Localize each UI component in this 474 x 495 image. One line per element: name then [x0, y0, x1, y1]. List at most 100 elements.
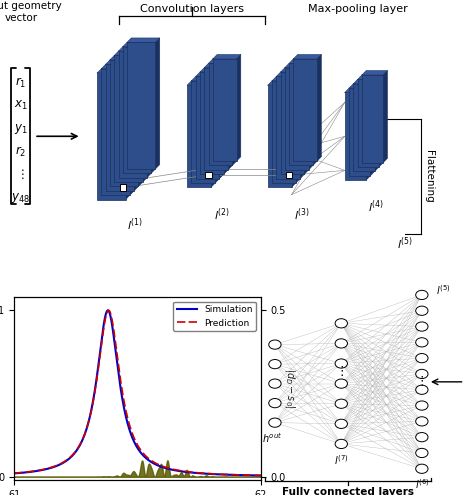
Prediction	[258, 472, 264, 478]
Prediction	[131, 435, 137, 441]
Circle shape	[416, 291, 428, 299]
Circle shape	[416, 401, 428, 410]
Polygon shape	[366, 88, 371, 180]
Circle shape	[416, 385, 428, 395]
Polygon shape	[285, 63, 313, 68]
Polygon shape	[224, 68, 228, 174]
Simulation	[24, 469, 30, 475]
Simulation	[131, 439, 137, 445]
Simulation	[258, 473, 264, 479]
Simulation	[105, 307, 111, 313]
Simulation	[206, 471, 211, 477]
Polygon shape	[187, 81, 215, 85]
Polygon shape	[285, 68, 309, 170]
Circle shape	[335, 399, 347, 408]
Polygon shape	[204, 68, 228, 170]
Prediction	[11, 470, 17, 476]
Polygon shape	[127, 38, 160, 43]
Circle shape	[269, 340, 281, 349]
Circle shape	[269, 359, 281, 369]
Polygon shape	[362, 71, 388, 75]
Prediction	[251, 472, 256, 478]
Polygon shape	[379, 75, 383, 167]
Y-axis label: $|d_D-s_0|$: $|d_D-s_0|$	[283, 368, 297, 409]
Circle shape	[416, 464, 428, 473]
Polygon shape	[130, 64, 134, 195]
Text: Input geometry
vector: Input geometry vector	[0, 1, 62, 23]
Polygon shape	[134, 60, 138, 191]
Polygon shape	[292, 81, 296, 188]
Prediction	[206, 471, 211, 477]
Bar	[120, 184, 126, 191]
Polygon shape	[353, 79, 379, 84]
Polygon shape	[358, 79, 379, 167]
Bar	[286, 172, 292, 178]
Polygon shape	[151, 43, 155, 173]
Polygon shape	[349, 84, 374, 88]
Polygon shape	[204, 63, 232, 68]
Polygon shape	[123, 43, 155, 47]
Polygon shape	[126, 69, 130, 199]
Text: $l^{(1)}$: $l^{(1)}$	[127, 217, 143, 233]
Simulation	[251, 472, 256, 478]
Polygon shape	[281, 72, 304, 174]
Polygon shape	[281, 68, 309, 72]
Polygon shape	[276, 72, 304, 76]
Circle shape	[335, 419, 347, 429]
Polygon shape	[101, 64, 134, 69]
Polygon shape	[383, 71, 388, 162]
Polygon shape	[353, 84, 374, 171]
Polygon shape	[101, 69, 130, 195]
Polygon shape	[196, 72, 224, 76]
Polygon shape	[138, 55, 143, 187]
Circle shape	[335, 319, 347, 328]
Text: $y_1$: $y_1$	[14, 122, 27, 136]
Polygon shape	[118, 47, 151, 51]
Polygon shape	[187, 85, 211, 188]
Polygon shape	[213, 59, 237, 161]
Text: $l^{(5)}$: $l^{(5)}$	[397, 235, 413, 251]
Text: $r_2$: $r_2$	[15, 145, 26, 159]
Polygon shape	[317, 54, 321, 161]
Polygon shape	[114, 51, 147, 55]
Polygon shape	[237, 54, 241, 161]
Text: Max-pooling layer: Max-pooling layer	[308, 4, 408, 14]
Polygon shape	[97, 69, 130, 73]
Text: ⋮: ⋮	[335, 365, 347, 378]
Line: Simulation: Simulation	[14, 310, 261, 476]
Polygon shape	[209, 63, 232, 165]
Polygon shape	[97, 73, 126, 199]
Bar	[206, 172, 211, 178]
Polygon shape	[309, 63, 313, 170]
Simulation	[125, 421, 130, 427]
Polygon shape	[209, 59, 237, 63]
Polygon shape	[147, 47, 151, 178]
Polygon shape	[345, 93, 366, 180]
Polygon shape	[374, 79, 379, 171]
Polygon shape	[293, 54, 321, 59]
Text: $\vdots$: $\vdots$	[16, 168, 25, 181]
Polygon shape	[110, 60, 138, 187]
Polygon shape	[313, 59, 317, 165]
Polygon shape	[127, 43, 155, 169]
Circle shape	[335, 440, 347, 448]
Prediction	[251, 472, 256, 478]
Circle shape	[416, 369, 428, 379]
Polygon shape	[143, 51, 147, 182]
Polygon shape	[200, 68, 228, 72]
Text: Flattening: Flattening	[424, 150, 434, 202]
Polygon shape	[300, 72, 304, 179]
Prediction	[24, 469, 30, 475]
Polygon shape	[211, 81, 215, 188]
Circle shape	[416, 433, 428, 442]
Polygon shape	[268, 85, 292, 188]
Polygon shape	[276, 76, 300, 179]
Polygon shape	[228, 63, 232, 170]
Polygon shape	[272, 76, 300, 81]
Polygon shape	[371, 84, 374, 176]
Polygon shape	[215, 76, 219, 183]
Circle shape	[416, 353, 428, 363]
Text: Convolution layers: Convolution layers	[140, 4, 244, 14]
Circle shape	[416, 306, 428, 315]
Polygon shape	[196, 76, 219, 179]
